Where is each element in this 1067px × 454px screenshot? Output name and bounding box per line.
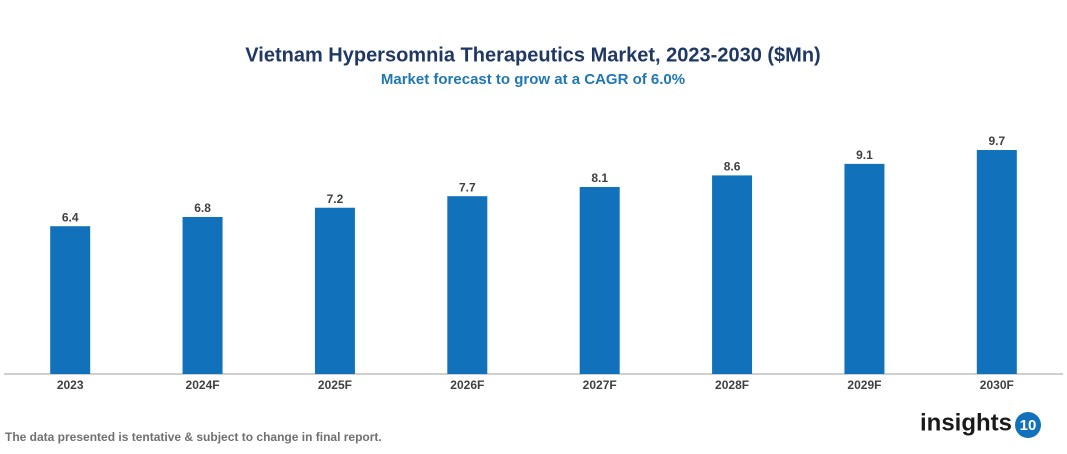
brand-number: 10 bbox=[1020, 417, 1037, 434]
data-label: 8.1 bbox=[591, 171, 608, 185]
x-tick-label: 2026F bbox=[450, 378, 484, 392]
bar bbox=[314, 207, 355, 374]
x-tick-label: 2029F bbox=[847, 378, 881, 392]
data-label: 7.2 bbox=[327, 192, 344, 206]
x-tick-label: 2027F bbox=[583, 378, 617, 392]
x-tick-label: 2030F bbox=[980, 378, 1014, 392]
data-label: 7.7 bbox=[459, 180, 476, 194]
data-label: 9.7 bbox=[988, 134, 1005, 148]
chart-title: Vietnam Hypersomnia Therapeutics Market,… bbox=[245, 44, 820, 66]
chart-subtitle: Market forecast to grow at a CAGR of 6.0… bbox=[381, 71, 685, 88]
data-label: 6.4 bbox=[62, 210, 79, 224]
bar bbox=[976, 150, 1017, 374]
brand-badge bbox=[1015, 412, 1041, 438]
x-tick-label: 2024F bbox=[186, 378, 220, 392]
bar bbox=[447, 196, 488, 374]
bar bbox=[712, 175, 753, 374]
x-tick-label: 2028F bbox=[715, 378, 749, 392]
brand-name: insights bbox=[920, 409, 1012, 436]
data-label: 6.8 bbox=[194, 201, 211, 215]
bar bbox=[50, 226, 91, 374]
x-tick-label: 2025F bbox=[318, 378, 352, 392]
bar bbox=[182, 216, 223, 374]
bar bbox=[844, 163, 885, 374]
data-label: 8.6 bbox=[724, 160, 741, 174]
bar bbox=[579, 186, 620, 374]
data-label: 9.1 bbox=[856, 148, 873, 162]
x-tick-label: 2023 bbox=[57, 378, 84, 392]
footnote: The data presented is tentative & subjec… bbox=[5, 430, 382, 444]
